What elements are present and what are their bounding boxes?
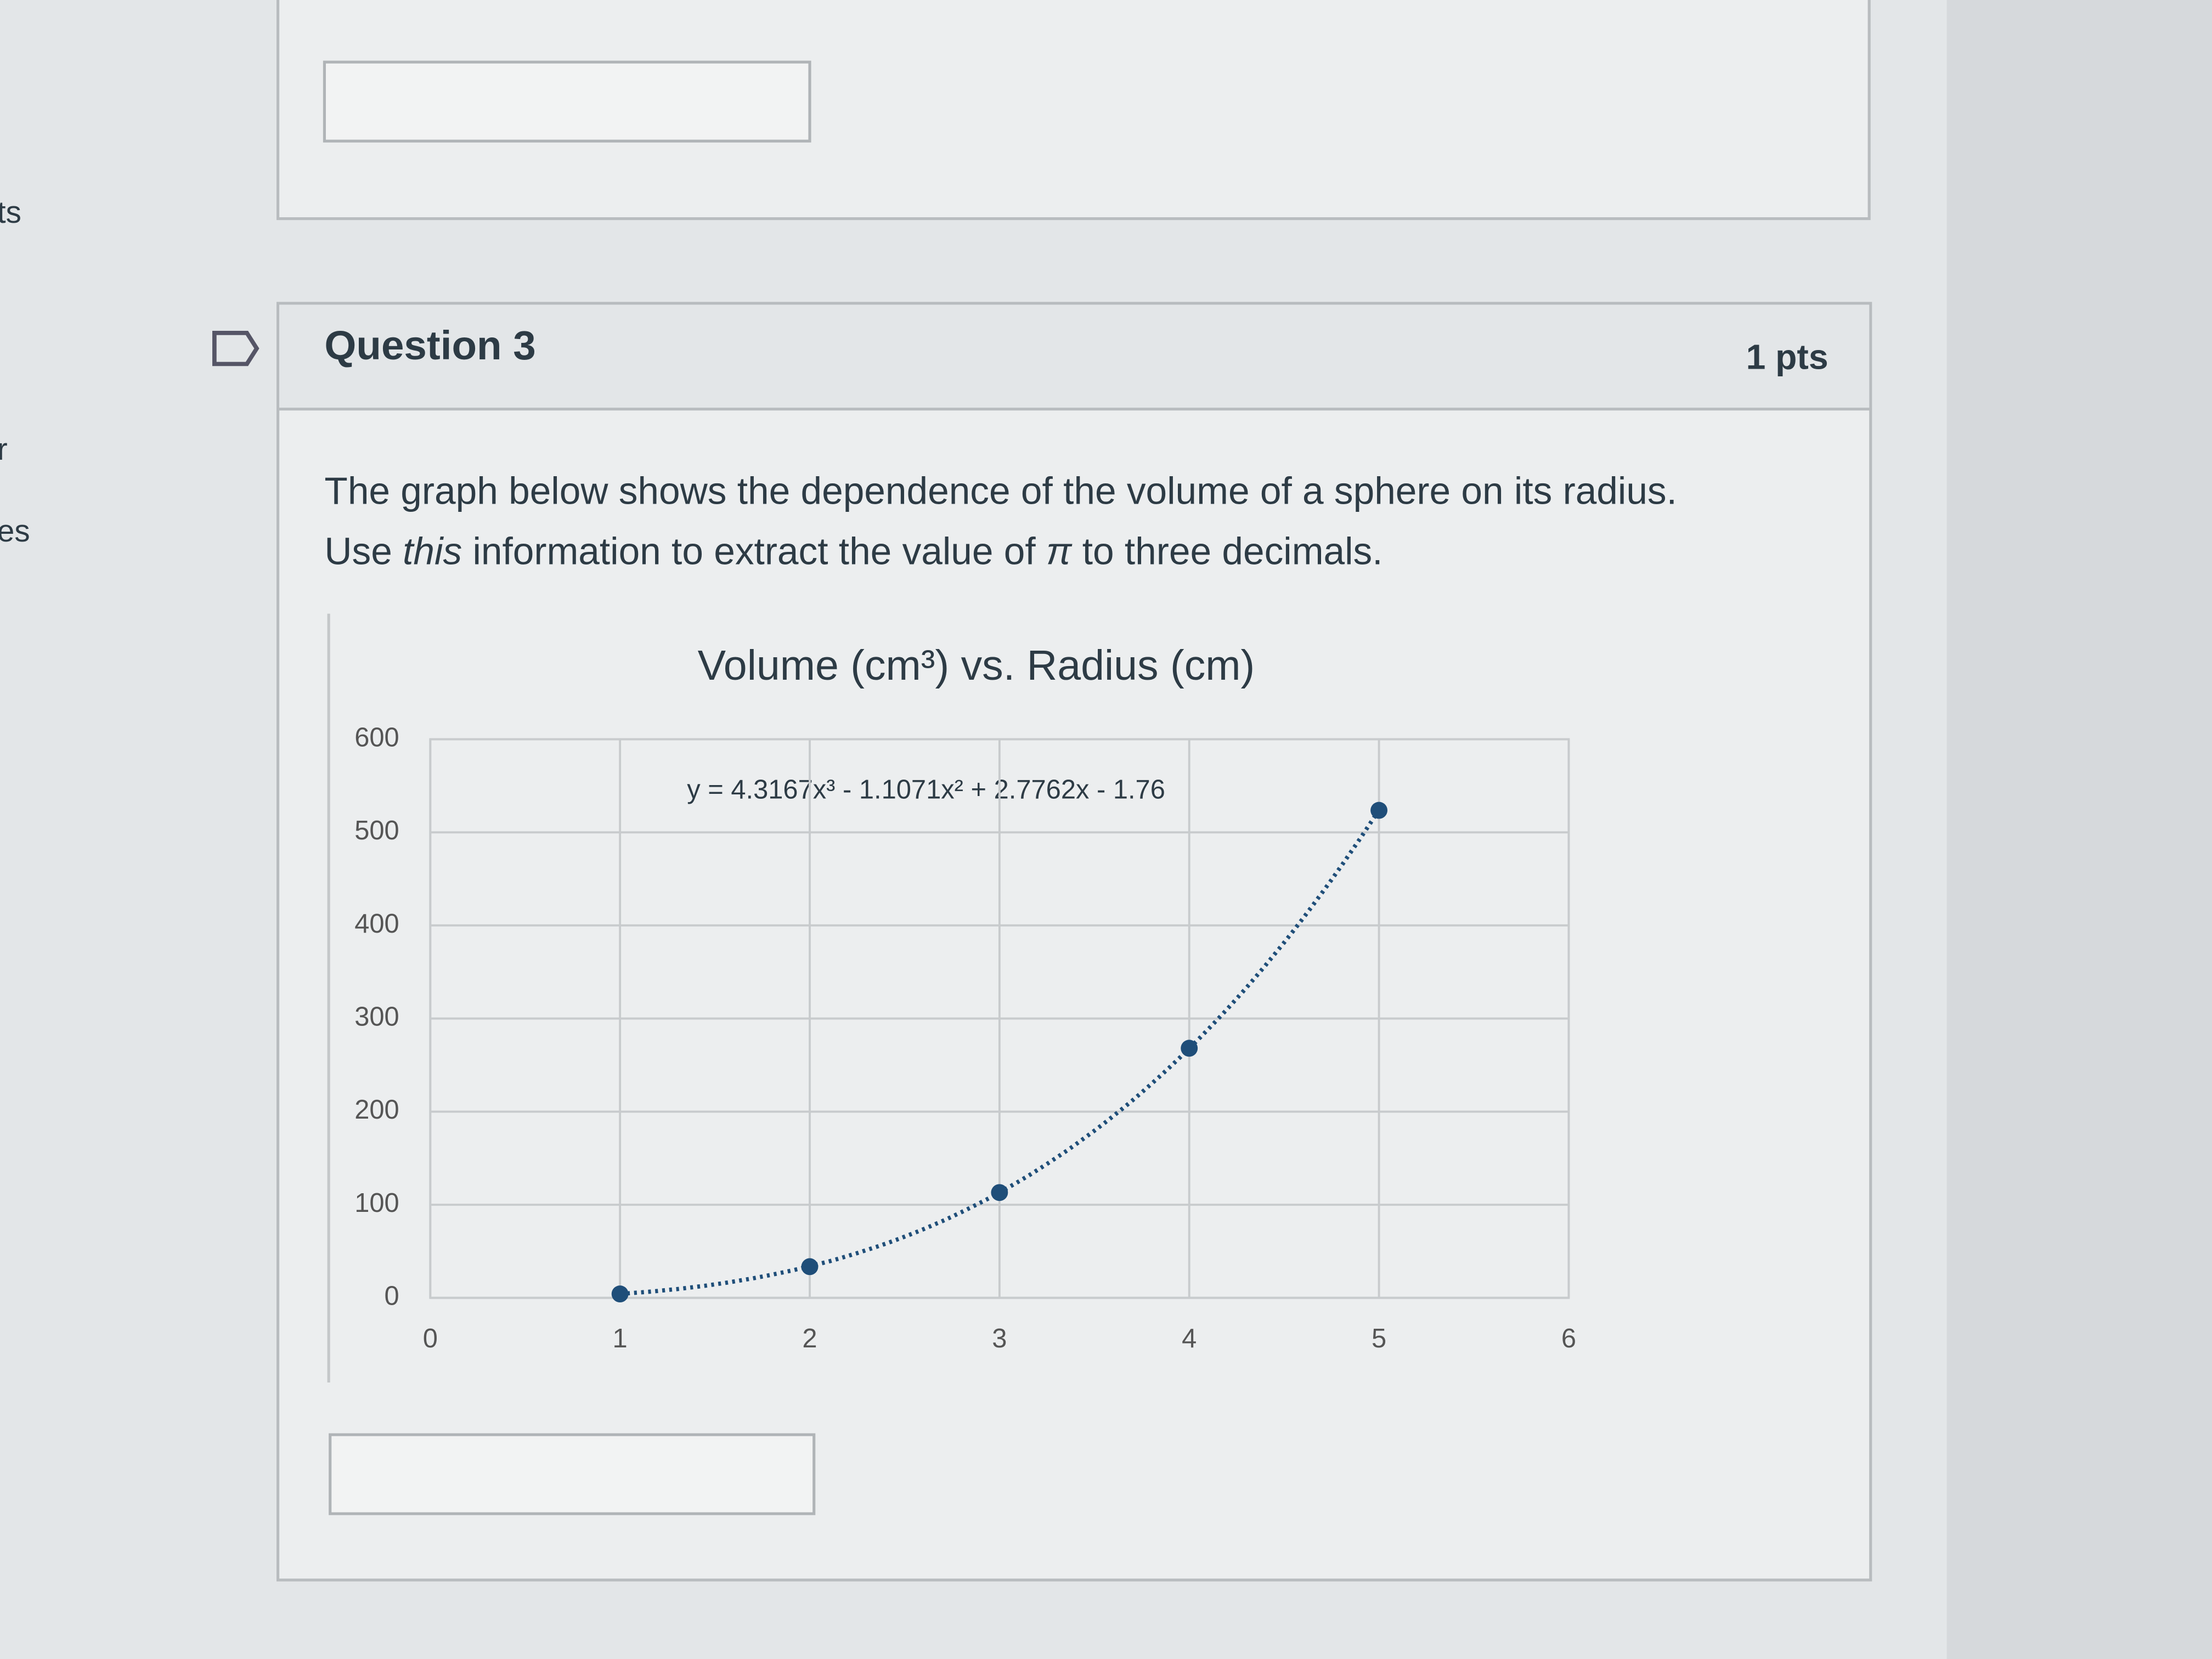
text-run: to three decimals.	[1071, 530, 1383, 573]
trendline-equation: y = 4.3167x³ - 1.1071x² + 2.7762x - 1.76	[687, 775, 1165, 804]
x-tick-label: 0	[423, 1324, 438, 1353]
answer-input[interactable]	[323, 60, 811, 143]
text-run: this	[403, 530, 462, 573]
screen-edge	[1946, 0, 2212, 1659]
x-tick-label: 4	[1182, 1324, 1197, 1353]
text-run: information to extract the value of	[462, 530, 1046, 573]
question-header	[279, 304, 1870, 409]
y-tick-label: 200	[354, 1095, 399, 1125]
question-text: Use this information to extract the valu…	[324, 530, 1383, 573]
question-points: 1 pts	[1746, 337, 1829, 377]
x-tick-label: 3	[992, 1324, 1007, 1353]
chart-title: Volume (cm³) vs. Radius (cm)	[698, 642, 1255, 689]
y-tick-label: 300	[354, 1002, 399, 1031]
x-tick-label: 6	[1561, 1324, 1576, 1353]
text-run: Use	[324, 530, 403, 573]
question-title: Question 3	[324, 322, 535, 368]
y-tick-label: 100	[354, 1188, 399, 1218]
sidebar-link[interactable]: r	[0, 432, 8, 466]
x-tick-label: 5	[1372, 1324, 1386, 1353]
y-tick-label: 0	[385, 1282, 399, 1311]
data-point	[1181, 1040, 1198, 1057]
data-point	[991, 1184, 1008, 1201]
chart: Volume (cm³) vs. Radius (cm) y = 4.3167x…	[354, 642, 1576, 1353]
answer-input[interactable]	[329, 1433, 816, 1515]
data-point	[1370, 802, 1387, 819]
y-tick-label: 500	[354, 816, 399, 845]
question-text: The graph below shows the dependence of …	[324, 469, 1677, 512]
data-point	[801, 1258, 819, 1276]
y-tick-label: 600	[354, 723, 399, 752]
x-tick-label: 2	[802, 1324, 817, 1353]
y-tick-label: 400	[354, 909, 399, 939]
x-tick-label: 1	[613, 1324, 628, 1353]
question-card	[276, 302, 1872, 1582]
text-run: π	[1046, 530, 1073, 573]
data-point	[611, 1285, 629, 1303]
sidebar-link[interactable]: ts	[0, 195, 21, 229]
flag-icon[interactable]	[212, 331, 259, 366]
sidebar-link[interactable]: es	[0, 514, 30, 548]
